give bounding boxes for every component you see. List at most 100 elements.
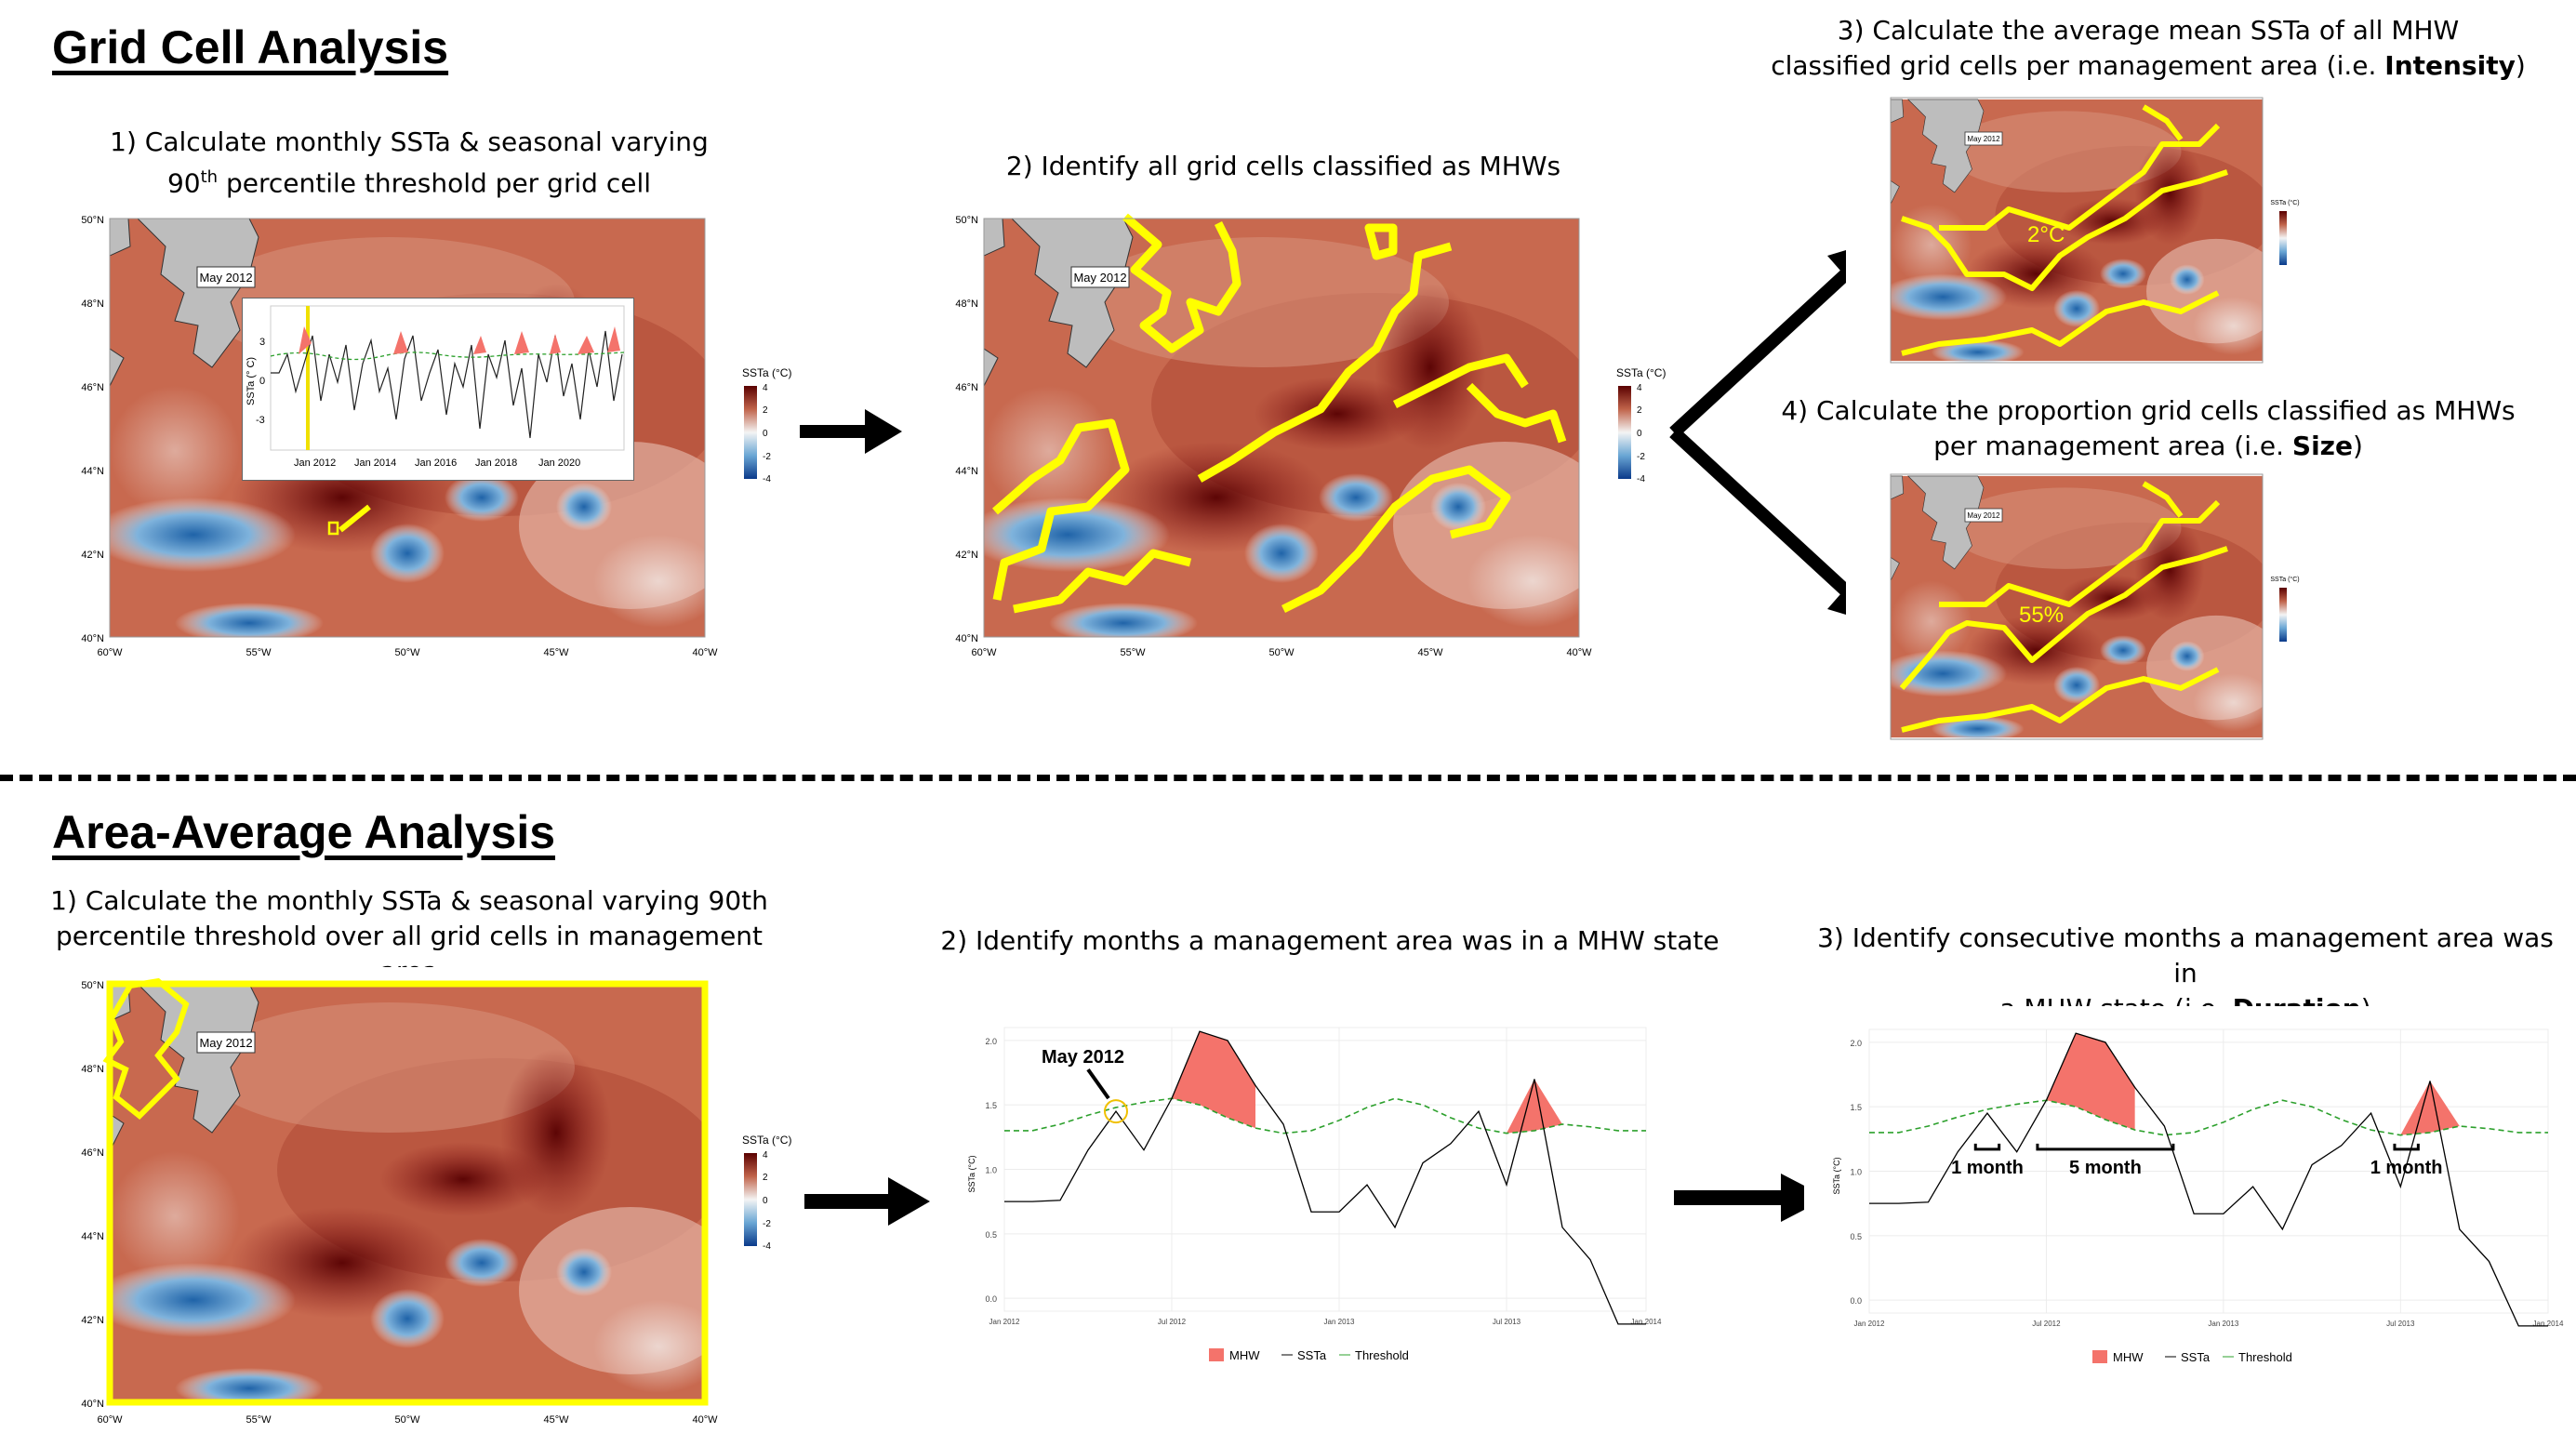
y-tick-label: 1.5 (985, 1101, 997, 1110)
map5-lat-44: 44°N (81, 1231, 104, 1242)
area-step3-line1: 3) Identify consecutive months a managem… (1817, 922, 2554, 988)
map4-legend-bar (2279, 588, 2287, 642)
map3-legend-bar (2279, 211, 2287, 265)
legend-mhw-label: MHW (1229, 1348, 1260, 1362)
one-month-second-label: 1 month (2370, 1158, 2443, 1178)
area-step1-line2: percentile threshold over all grid cells… (55, 921, 764, 987)
x-tick-label: Jan 2012 (1854, 1320, 1885, 1328)
map1-lat-axis: 50°N 48°N 46°N 44°N 42°N 40°N (81, 215, 104, 644)
timeseries-chart-step2: 2.0 1.5 1.0 0.5 0.0 Jan 2012 Jul 2012 Jan 2013 J… (939, 1004, 1665, 1395)
y-tick-label: 0.0 (985, 1294, 997, 1304)
map1-legend-t0: 4 (763, 383, 768, 393)
grid-cell-arrow (339, 504, 371, 533)
ssta-map-area: May 2012 50°N 48°N 46°N 44°N 42°N 40°N 6… (81, 977, 791, 1426)
management-area-outline (106, 980, 709, 1406)
x-tick-label: Jan 2013 (1324, 1318, 1355, 1326)
map1-legend-title: SSTa (°C) (742, 366, 791, 379)
map2-lon-55: 55°W (1120, 647, 1146, 658)
grid-step1-rest: percentile threshold per grid cell (218, 167, 652, 199)
map2-legend-title: SSTa (°C) (1616, 366, 1666, 379)
grid-step3-line1: 3) Calculate the average mean SSTa of al… (1837, 15, 2460, 46)
map-panel-step2: May 2012 50°N 48°N 46°N 44°N 42°N 40°N 6… (911, 200, 1674, 674)
map5-lat-axis: 50°N 48°N 46°N 44°N 42°N 40°N (81, 980, 104, 1410)
y-tick-label: 1.5 (1850, 1103, 1862, 1112)
map5-lon-axis: 60°W 55°W 50°W 45°W 40°W (97, 1414, 718, 1426)
map5-legend-t0: 4 (763, 1150, 768, 1161)
map2-legend-t3: -2 (1637, 452, 1645, 462)
grid-step1-ninety: 90 (166, 167, 201, 199)
map-panel-size: May 2012 55% SSTa (°C) (1846, 465, 2311, 763)
grid-cell-marker (327, 521, 339, 536)
map1-lon-55: 55°W (246, 647, 272, 658)
branch-arrow-up (1669, 264, 1855, 438)
inset-y-m3: -3 (256, 415, 265, 426)
map5-lat-46: 46°N (81, 1148, 104, 1159)
one-month-second-brace (2393, 1143, 2420, 1151)
grid-step4-line2: per management area (i.e. Size) (1730, 429, 2567, 464)
inset-threshold-line (270, 352, 625, 361)
mhw-area (2046, 1033, 2135, 1131)
threshold-line (1869, 1099, 2548, 1136)
map1-legend-bar (744, 386, 757, 479)
area-step2-text: 2) Identify months a management area was… (940, 925, 1720, 956)
grid-step3-line2a: classified grid cells per management are… (1771, 50, 2385, 81)
legend-threshold-label: Threshold (2238, 1350, 2292, 1364)
five-month-label: 5 month (2069, 1158, 2142, 1178)
map2-lon-50: 50°W (1268, 647, 1295, 658)
one-month-first-label: 1 month (1951, 1158, 2024, 1178)
grid-step4-line2b: ) (2352, 431, 2363, 461)
grid-step4-line1: 4) Calculate the proportion grid cells c… (1781, 395, 2516, 426)
legend-mhw-swatch (2092, 1350, 2107, 1363)
may-2012-circle (1104, 1099, 1128, 1124)
size-value: 55% (2019, 603, 2064, 628)
map1-lat-40: 40°N (81, 633, 104, 644)
map-panel-step1: May 2012 50°N 48°N 46°N 44°N 42°N 40°N 6… (37, 200, 800, 674)
y-axis-label: SSTa (°C) (967, 1155, 976, 1192)
ssta-map-size: May 2012 55% SSTa (°C) (1890, 473, 2300, 740)
branch-arrow-down (1669, 427, 1855, 601)
map2-lat-46: 46°N (955, 382, 978, 393)
map2-legend-bar (1618, 386, 1631, 479)
map1-lat-50: 50°N (81, 215, 104, 226)
area-step1-line1: 1) Calculate the monthly SSTa & seasonal… (50, 885, 768, 916)
map2-lat-42: 42°N (955, 550, 978, 561)
y-tick-label: 2.0 (985, 1037, 997, 1046)
section-divider (0, 775, 2576, 781)
map1-lat-44: 44°N (81, 466, 104, 477)
mhw-area (2400, 1081, 2460, 1135)
y-tick-label: 0.5 (985, 1230, 997, 1240)
map2-legend-t1: 2 (1637, 405, 1642, 416)
inset-y-0: 0 (259, 376, 265, 387)
map5-lon-40: 40°W (692, 1414, 718, 1426)
ssta-line (1004, 1030, 1646, 1325)
arrow-area-1-to-2 (804, 1177, 930, 1226)
map2-lat-50: 50°N (955, 215, 978, 226)
five-month-brace (2036, 1143, 2175, 1151)
map1-lon-axis: 60°W 55°W 50°W 45°W 40°W (97, 647, 718, 658)
inset-mhw-fill (299, 326, 620, 354)
map4-date-label: May 2012 (1967, 511, 2000, 520)
grid-step3-line2: classified grid cells per management are… (1748, 48, 2548, 84)
grid-step3-line2b: ) (2515, 50, 2526, 81)
inset-x-2016: Jan 2016 (415, 458, 457, 469)
map2-legend-t4: -4 (1637, 474, 1645, 484)
grid-step1-text: 1) Calculate monthly SSTa & seasonal var… (74, 125, 744, 201)
intensity-value: 2°C (2027, 222, 2065, 247)
area-step1-text: 1) Calculate the monthly SSTa & seasonal… (37, 883, 781, 989)
map1-lon-40: 40°W (692, 647, 718, 658)
map4-legend-title: SSTa (°C) (2270, 576, 2299, 583)
legend-mhw-label: MHW (2113, 1350, 2144, 1364)
inset-ylabel: SSTa (° C) (246, 357, 257, 405)
x-tick-label: Jan 2014 (2533, 1320, 2564, 1328)
map5-lon-45: 45°W (543, 1414, 569, 1426)
map5-legend: SSTa (°C) 4 2 0 -2 -4 (742, 1134, 791, 1252)
inset-x-2018: Jan 2018 (475, 458, 517, 469)
map1-lat-46: 46°N (81, 382, 104, 393)
grid-step1-line1: 1) Calculate monthly SSTa & seasonal var… (110, 126, 709, 157)
coast-outline (102, 977, 190, 1121)
grid-step2-text: 2) Identify all grid cells classified as… (1005, 151, 1561, 181)
map1-legend-t2: 0 (763, 429, 768, 439)
map5-lat-42: 42°N (81, 1315, 104, 1326)
timeseries-svg-step2: 2.0 1.5 1.0 0.5 0.0 Jan 2012 Jul 2012 Jan 2013 J… (967, 1027, 1662, 1362)
map-panel-area: May 2012 50°N 48°N 46°N 44°N 42°N 40°N 6… (37, 967, 800, 1441)
